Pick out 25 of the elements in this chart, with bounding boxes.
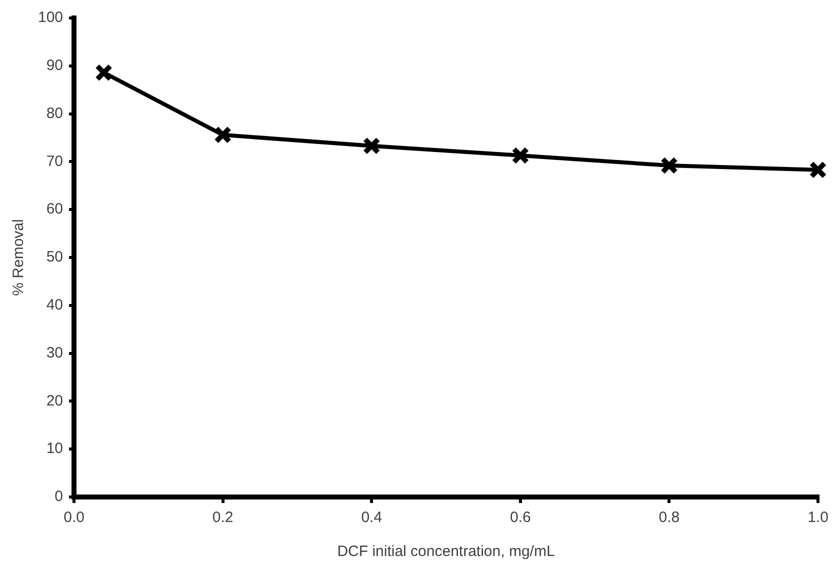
- point: [362, 137, 380, 155]
- x-tick-label: 0.2: [212, 509, 234, 526]
- x-tick-label: 0.0: [64, 509, 84, 526]
- x-tick-label: 0.8: [658, 509, 680, 526]
- y-tick-label: 60: [46, 200, 64, 218]
- y-tick-label: 10: [46, 440, 64, 458]
- point: [512, 146, 530, 164]
- x-tick-label: 1.0: [808, 509, 828, 526]
- y-tick-label: 50: [46, 248, 64, 266]
- y-tick-label: 40: [46, 296, 64, 314]
- y-tick-label: 100: [38, 9, 64, 26]
- y-axis-title: % Removal: [10, 219, 28, 296]
- point: [660, 156, 678, 174]
- y-tick-label: 80: [46, 104, 64, 122]
- point: [809, 160, 827, 179]
- y-tick-label: 30: [46, 344, 64, 362]
- x-tick-label: 0.4: [361, 509, 382, 526]
- y-tick-label: 0: [54, 488, 64, 506]
- x-tick-label: 0.6: [510, 509, 531, 526]
- y-tick-label: 90: [46, 57, 64, 74]
- y-tick-label: 20: [46, 392, 64, 410]
- y-tick-label: 70: [46, 152, 64, 170]
- x-axis-title: DCF initial concentration, mg/mL: [337, 543, 555, 560]
- point: [94, 64, 113, 82]
- point: [214, 126, 232, 144]
